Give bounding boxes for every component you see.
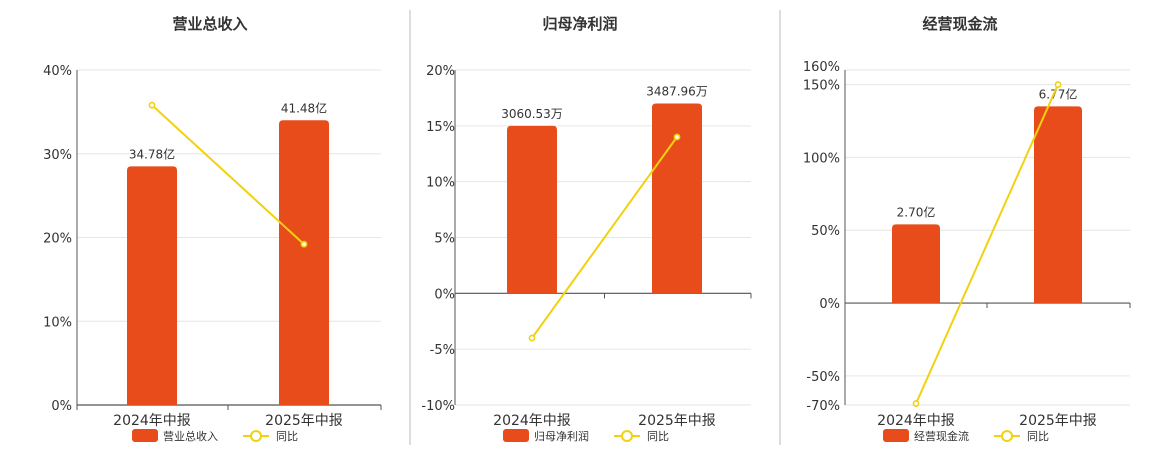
y-tick-label: 40%: [43, 64, 72, 79]
bar-value-label: 3060.53万: [501, 107, 563, 121]
legend-line-marker: [621, 430, 633, 442]
legend-line-marker: [250, 430, 262, 442]
y-tick-label: 0%: [51, 399, 72, 414]
yoy-line: [531, 136, 678, 339]
legend-bar-swatch[interactable]: [132, 429, 158, 442]
legend-line-label: 同比: [1027, 430, 1049, 443]
y-tick-label: 150%: [803, 79, 840, 94]
y-tick-label: -10%: [421, 399, 455, 414]
x-tick-label: 2024年中报: [493, 413, 571, 429]
chart-title: 经营现金流: [922, 15, 997, 33]
y-tick-label: 10%: [43, 315, 72, 330]
y-tick-label: 0%: [819, 297, 840, 312]
legend-line-label: 同比: [276, 430, 298, 443]
y-tick-label: -70%: [806, 399, 840, 414]
bar[interactable]: [652, 103, 702, 294]
bar[interactable]: [1034, 106, 1082, 304]
y-tick-label: 15%: [426, 120, 455, 135]
x-tick-label: 2025年中报: [638, 413, 716, 429]
yoy-line: [915, 84, 1059, 404]
chart-title: 营业总收入: [172, 15, 247, 33]
y-tick-label: 30%: [43, 148, 72, 163]
y-tick-label: 20%: [43, 232, 72, 247]
yoy-point[interactable]: [1054, 81, 1062, 88]
y-tick-label: 10%: [426, 176, 455, 191]
yoy-point[interactable]: [300, 240, 308, 248]
yoy-point[interactable]: [673, 133, 681, 141]
bar-value-label: 6.77亿: [1039, 86, 1078, 101]
bar[interactable]: [127, 166, 177, 405]
y-tick-label: 20%: [426, 64, 455, 79]
y-tick-label: 5%: [434, 232, 455, 247]
y-tick-label: -50%: [806, 370, 840, 385]
bar[interactable]: [279, 120, 329, 405]
bar[interactable]: [507, 125, 557, 294]
chart-title: 归母净利润: [542, 15, 617, 33]
y-tick-label: 100%: [803, 151, 840, 166]
bar-value-label: 34.78亿: [129, 146, 175, 161]
legend-bar-swatch[interactable]: [883, 429, 909, 442]
x-tick-label: 2024年中报: [877, 413, 955, 429]
legend-bar-label: 经营现金流: [914, 429, 969, 443]
x-tick-label: 2024年中报: [113, 413, 191, 429]
bar-value-label: 41.48亿: [281, 100, 327, 115]
x-tick-label: 2025年中报: [1019, 413, 1097, 429]
legend-line-label: 同比: [647, 430, 669, 443]
y-tick-label: 50%: [811, 224, 840, 239]
legend-line-marker: [1001, 430, 1013, 442]
legend-bar-label: 归母净利润: [534, 429, 589, 443]
legend-bar-label: 营业总收入: [163, 429, 218, 443]
bar[interactable]: [892, 224, 940, 304]
y-tick-label: 0%: [434, 287, 455, 302]
yoy-point[interactable]: [148, 101, 156, 109]
x-tick-label: 2025年中报: [265, 413, 343, 429]
yoy-point[interactable]: [912, 400, 920, 407]
y-tick-label: 160%: [803, 60, 840, 75]
legend-bar-swatch[interactable]: [503, 429, 529, 442]
yoy-point[interactable]: [528, 334, 536, 342]
yoy-line: [151, 104, 305, 245]
y-tick-label: -5%: [430, 343, 455, 358]
bar-value-label: 2.70亿: [897, 204, 936, 219]
bar-value-label: 3487.96万: [646, 85, 708, 99]
